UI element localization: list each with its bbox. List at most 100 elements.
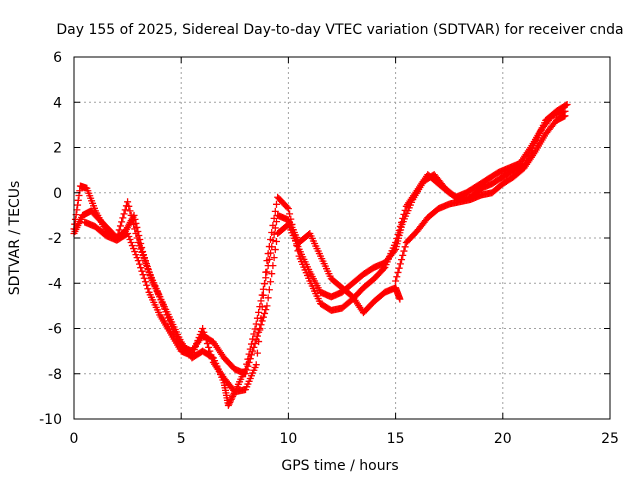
data-point (163, 311, 171, 319)
data-point (146, 272, 154, 280)
x-tick-label: 25 (601, 431, 619, 447)
data-point (136, 260, 144, 268)
data-point (562, 101, 570, 109)
data-point (258, 317, 266, 325)
data-point (200, 328, 208, 336)
data-point (118, 218, 126, 226)
data-point (257, 321, 265, 329)
data-point (393, 273, 401, 281)
data-point (133, 254, 141, 262)
data-point (252, 361, 260, 369)
data-point (134, 227, 142, 235)
data-point (157, 296, 165, 304)
data-point (229, 392, 237, 400)
data-point (191, 343, 199, 351)
data-point (140, 274, 148, 282)
data-point (261, 280, 269, 288)
data-point (269, 237, 277, 245)
series-track-4 (392, 112, 569, 285)
y-tick-label: 2 (53, 141, 62, 157)
data-point (133, 223, 141, 231)
data-point (208, 355, 216, 363)
data-point (156, 293, 164, 301)
data-point (188, 352, 196, 360)
data-point (124, 229, 132, 237)
data-point (256, 303, 264, 311)
data-point (262, 306, 270, 314)
data-point (247, 340, 255, 348)
data-point (125, 202, 133, 210)
data-point (246, 345, 254, 353)
data-point (253, 349, 261, 357)
data-point (189, 349, 197, 357)
data-point (141, 254, 149, 262)
data-point (143, 263, 151, 271)
data-point (400, 247, 408, 255)
data-point (225, 400, 233, 408)
data-point (193, 340, 201, 348)
data-point (224, 401, 232, 409)
data-point (202, 336, 210, 344)
data-point (251, 325, 259, 333)
data-point (199, 325, 207, 332)
data-point (268, 243, 276, 251)
x-tick-label: 15 (387, 431, 405, 447)
data-point (267, 249, 275, 257)
data-point (137, 240, 145, 248)
data-point (138, 244, 146, 252)
data-point (130, 245, 138, 253)
data-point (207, 351, 215, 359)
data-point (130, 211, 138, 219)
data-point (263, 302, 271, 310)
data-point (390, 247, 398, 255)
y-tick-label: 0 (53, 186, 62, 202)
data-point (126, 236, 134, 244)
x-axis-label: GPS time / hours (281, 458, 398, 474)
data-point (265, 255, 273, 263)
data-point (396, 260, 404, 268)
data-point (131, 215, 139, 223)
data-point (258, 291, 266, 299)
data-point (259, 285, 267, 293)
data-point (132, 219, 140, 227)
data-point (263, 268, 271, 276)
data-point (561, 112, 569, 120)
data-point (270, 254, 278, 262)
data-point (205, 343, 213, 351)
data-point (252, 336, 260, 344)
data-point (162, 308, 170, 316)
data-point (395, 264, 403, 272)
data-point (126, 207, 134, 215)
data-point (158, 299, 166, 307)
data-point (228, 394, 236, 402)
data-point (203, 340, 211, 348)
y-tick-label: -4 (48, 276, 62, 292)
data-point (74, 201, 82, 209)
data-point (271, 207, 279, 215)
data-point (398, 256, 406, 264)
data-point (144, 266, 152, 274)
data-point (161, 305, 169, 313)
data-point (136, 236, 144, 244)
data-point (164, 314, 172, 322)
data-point (243, 360, 251, 368)
y-tick-label: 6 (53, 50, 62, 66)
data-point (195, 334, 203, 342)
data-point (137, 264, 145, 272)
data-point (165, 317, 173, 325)
x-tick-label: 0 (70, 431, 79, 447)
data-point (74, 196, 82, 204)
data-point (270, 230, 278, 238)
data-point (138, 267, 146, 275)
data-point (125, 232, 133, 240)
y-tick-label: 4 (53, 95, 62, 111)
data-point (121, 206, 129, 214)
data-point (127, 239, 135, 247)
axes: 0 5 10 15 20 25 -10 -8 -6 -4 -2 0 2 4 6 (39, 50, 619, 447)
chart-title: Day 155 of 2025, Sidereal Day-to-day VTE… (56, 22, 623, 38)
data-point (396, 295, 404, 303)
data-point (119, 214, 127, 222)
x-tick-label: 10 (279, 431, 297, 447)
data-point (286, 210, 294, 218)
